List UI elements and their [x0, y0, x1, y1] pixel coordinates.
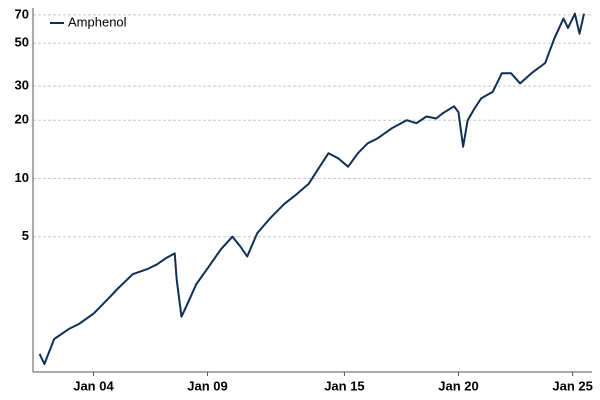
y-tick-label: 5	[22, 228, 29, 243]
x-tick-label: Jan 09	[187, 378, 227, 393]
x-tick-label: Jan 04	[73, 378, 114, 393]
y-tick-label: 30	[15, 78, 29, 93]
x-tick-label: Jan 25	[552, 378, 592, 393]
y-tick-label: 10	[15, 170, 29, 185]
y-tick-label: 20	[15, 112, 29, 127]
y-tick-label: 50	[15, 35, 29, 50]
series-line	[38, 12, 585, 365]
x-tick-label: Jan 20	[438, 378, 478, 393]
y-tick-label: 70	[15, 6, 29, 21]
x-tick-label: Jan 15	[324, 378, 364, 393]
legend-label: Amphenol	[68, 14, 127, 29]
